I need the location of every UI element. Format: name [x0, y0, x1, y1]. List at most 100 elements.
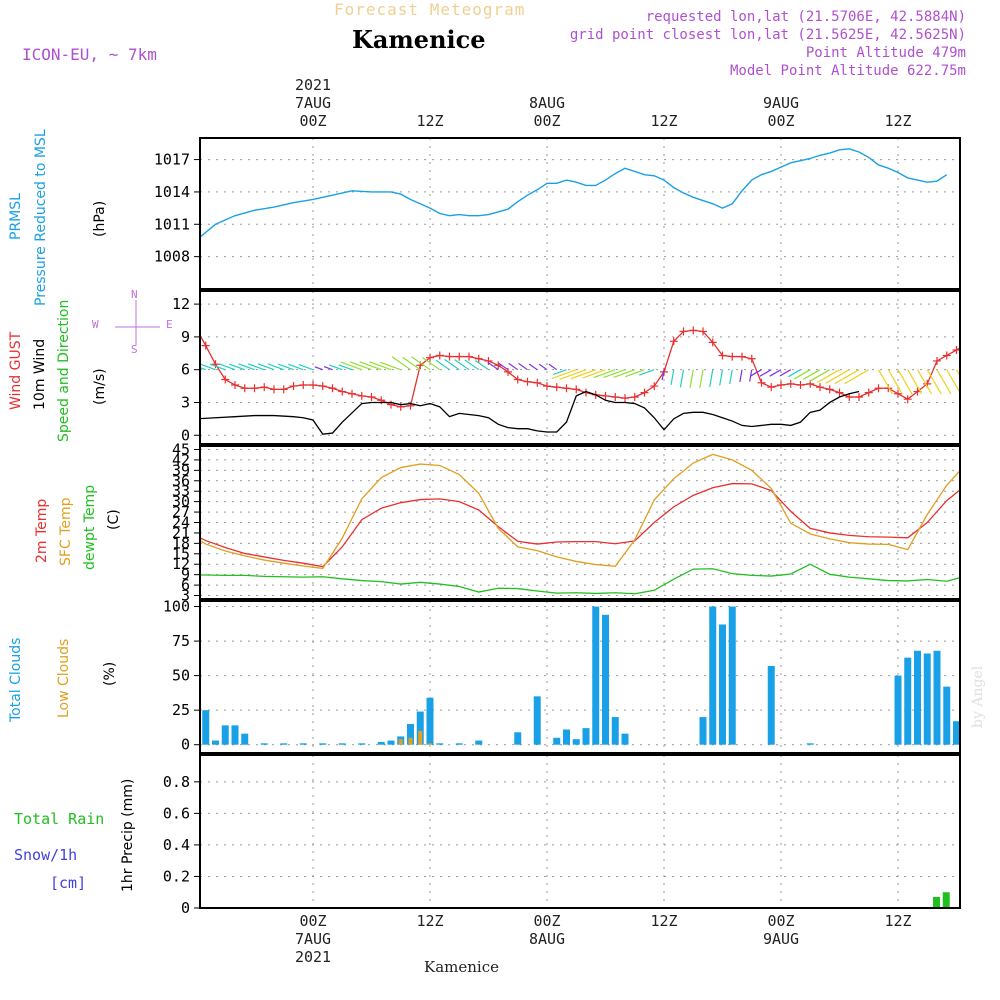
y-tick-label: 100 — [163, 598, 190, 616]
precip-label: 1hr Precip (mm) — [120, 778, 136, 892]
gust-marker — [328, 384, 337, 393]
wind-10m-label: 10m Wind — [32, 338, 48, 410]
gust-marker — [513, 375, 522, 384]
gust-marker — [299, 380, 308, 389]
wind-arrow — [689, 369, 694, 389]
wind-arrow — [559, 369, 587, 380]
wind-arrow — [793, 369, 811, 380]
time-label-bottom: 2021 — [294, 948, 332, 966]
gust-marker — [630, 393, 639, 402]
wind-arrow — [464, 359, 480, 371]
gust-marker — [679, 327, 688, 336]
wind-arrow — [248, 363, 265, 371]
gust-marker — [134, 300, 142, 308]
total-cloud-bar — [436, 743, 444, 745]
temp-2m-label: 2m Temp — [34, 498, 50, 563]
wind-arrow — [267, 363, 284, 371]
time-label-bottom: 8AUG — [528, 930, 566, 948]
chart-subtitle: Forecast Meteogram — [334, 0, 526, 19]
gust-marker — [250, 384, 259, 393]
gust-marker — [650, 382, 659, 391]
point-altitude: Point Altitude 479m — [805, 45, 966, 61]
pressure-label-long: Pressure Reduced to MSL — [33, 129, 49, 306]
low-cloud-bar — [428, 743, 432, 745]
wind-arrow — [314, 366, 323, 371]
wind-arrow — [111, 340, 128, 369]
gust-marker — [153, 301, 161, 309]
total-cloud-bar — [416, 711, 424, 745]
wind-arrow — [809, 369, 831, 382]
low-cloud-bar — [398, 739, 403, 745]
wind-arrow — [151, 342, 167, 370]
gust-marker — [348, 389, 356, 398]
temp-unit: (C) — [106, 509, 122, 530]
wind-arrow — [508, 362, 519, 371]
wind-arrow — [277, 363, 294, 371]
low-cloud-bar — [126, 684, 130, 745]
low-clouds-label: Low Clouds — [56, 638, 72, 718]
gust-marker — [942, 351, 951, 360]
y-tick-label: 39 — [172, 461, 190, 479]
wind-arrow — [444, 358, 460, 371]
y-tick-label: 36 — [172, 472, 190, 490]
panel-content — [933, 892, 950, 908]
wind-arrow — [379, 361, 401, 371]
y-tick-label: 3 — [181, 587, 190, 605]
y-tick-label: 1011 — [154, 215, 190, 233]
wind-arrow — [548, 363, 558, 371]
wind-arrow — [487, 361, 499, 371]
gust-marker — [484, 356, 493, 365]
total-cloud-bar — [719, 624, 726, 745]
wind-arrow — [699, 369, 704, 389]
low-cloud-bar — [155, 720, 159, 745]
wind-arrow — [679, 369, 685, 388]
panel-frame — [199, 137, 961, 290]
gust-marker — [367, 393, 376, 402]
wind-arrow — [391, 356, 411, 371]
wind-arrow — [877, 369, 894, 395]
total-cloud-bar — [767, 665, 775, 745]
wind-arrow — [769, 369, 782, 377]
wind-arrow — [661, 369, 665, 381]
gust-marker — [835, 388, 844, 397]
gust-marker — [767, 383, 776, 392]
gust-marker — [338, 387, 347, 396]
time-label-top: 7AUG — [294, 94, 332, 112]
gust-marker — [211, 360, 220, 369]
time-label-top: 12Z — [650, 112, 678, 130]
wind-arrow — [825, 369, 850, 384]
y-tick-label: 0 — [181, 426, 190, 444]
gust-marker — [357, 391, 366, 400]
total-cloud-bar — [377, 741, 385, 745]
chart-title: Kamenice — [352, 25, 486, 54]
panel-content — [200, 148, 948, 239]
wind-arrow — [926, 369, 942, 395]
dewpt-temp-line — [200, 563, 960, 595]
gust-marker — [552, 383, 561, 392]
wind-arrow — [328, 364, 343, 371]
wind-arrow — [603, 369, 626, 379]
wind-arrow — [340, 361, 362, 371]
gust-marker — [260, 383, 269, 392]
2m-temp-line — [200, 482, 960, 568]
wind-arrow — [359, 361, 382, 371]
wind-gust-label: Wind GUST — [8, 331, 24, 410]
y-tick-label: 21 — [172, 524, 190, 542]
gust-marker — [240, 384, 249, 393]
temp-sfc-label: SFC Temp — [58, 497, 74, 566]
gust-marker — [640, 388, 649, 397]
total-cloud-bar — [241, 733, 249, 745]
total-cloud-bar — [299, 743, 307, 745]
panel-frame — [199, 290, 961, 445]
panel-wind: 0 3 6 9 12 — [111, 290, 961, 445]
total-cloud-bar — [572, 739, 580, 745]
y-tick-label: 1008 — [154, 248, 190, 266]
gust-marker — [864, 388, 873, 397]
time-label-bottom: 9AUG — [762, 930, 800, 948]
rain-bar — [933, 896, 940, 908]
time-label-top: 00Z — [299, 112, 327, 130]
y-tick-label: 0.8 — [163, 773, 190, 791]
time-label-bottom: 00Z — [533, 912, 561, 930]
precip-legend-item: Snow/1h — [14, 846, 78, 864]
